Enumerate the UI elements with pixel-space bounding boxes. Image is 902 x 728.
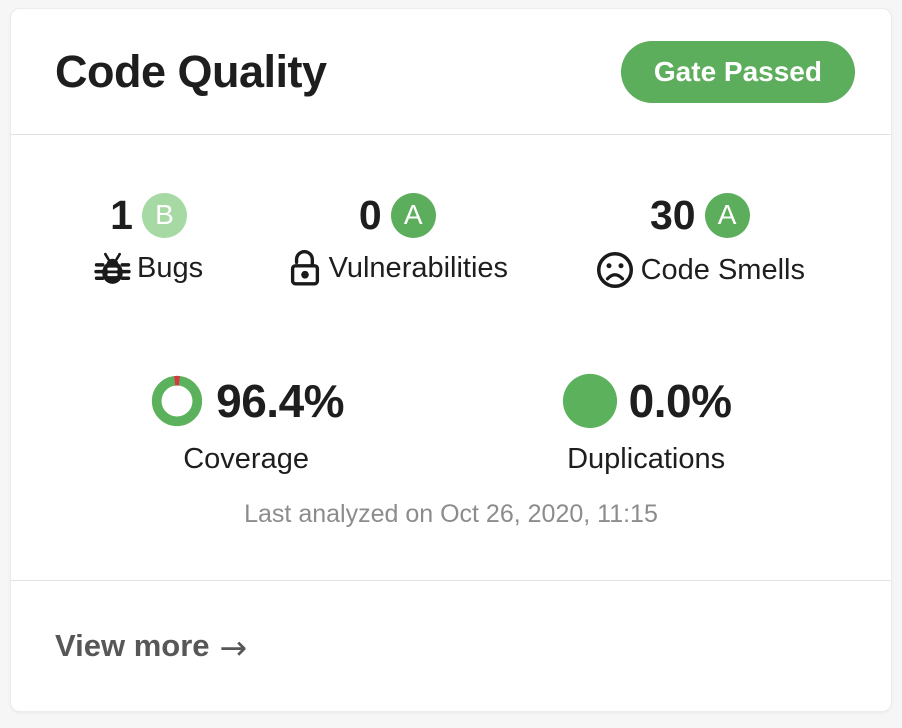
card-header: Code Quality Gate Passed <box>11 9 891 135</box>
measures-row: 96.4% Coverage 0.0% Duplications <box>51 372 851 476</box>
code-smells-rating-badge: A <box>704 192 750 238</box>
code-quality-card: Code Quality Gate Passed 1 B <box>10 8 892 712</box>
duplications-value-row: 0.0% <box>561 372 732 430</box>
code-smells-count: 30 <box>649 191 696 238</box>
metric-bugs-label-row: Bugs <box>94 250 203 287</box>
page-title: Code Quality <box>55 45 327 97</box>
metric-vulnerabilities-value-row: 0 A <box>359 189 436 241</box>
coverage-value: 96.4% <box>216 375 345 427</box>
measure-duplications: 0.0% Duplications <box>561 372 732 476</box>
metric-label: Code Smells <box>640 253 805 286</box>
card-footer: View more → <box>11 580 891 711</box>
metric-code-smells-label-row: Code Smells <box>595 250 805 290</box>
metric-bugs: 1 B <box>94 189 203 290</box>
metric-label: Bugs <box>137 252 204 284</box>
metric-code-smells-value-row: 30 A <box>650 189 750 241</box>
card-body: 1 B <box>11 135 891 580</box>
metric-vulnerabilities-label-row: Vulnerabilities <box>287 250 508 286</box>
metric-code-smells: 30 A Code Smells <box>595 189 805 290</box>
frown-icon <box>595 250 635 290</box>
vulnerabilities-count: 0 <box>358 191 382 238</box>
metrics-row: 1 B <box>51 189 851 290</box>
view-more-link[interactable]: View more → <box>55 628 247 664</box>
measure-coverage: 96.4% Coverage <box>148 372 345 476</box>
coverage-value-row: 96.4% <box>148 372 345 430</box>
quality-gate-badge: Gate Passed <box>620 40 855 103</box>
metric-bugs-value-row: 1 B <box>110 189 187 241</box>
bugs-rating-badge: B <box>141 192 187 238</box>
metric-label: Vulnerabilities <box>328 251 509 284</box>
vulnerabilities-rating-badge: A <box>390 192 436 238</box>
view-more-label: View more <box>55 628 210 663</box>
metric-vulnerabilities: 0 A Vulnerabilities <box>287 189 508 290</box>
duplications-value: 0.0% <box>628 375 732 427</box>
coverage-donut-icon <box>148 372 206 430</box>
bugs-count: 1 <box>110 191 133 238</box>
bug-icon <box>94 250 131 287</box>
duplications-circle-icon <box>561 372 619 430</box>
duplications-label: Duplications <box>567 443 726 475</box>
arrow-right-icon: → <box>219 627 248 667</box>
coverage-label: Coverage <box>183 443 309 475</box>
last-analyzed-text: Last analyzed on Oct 26, 2020, 11:15 <box>244 500 658 528</box>
lock-open-icon <box>287 250 323 286</box>
